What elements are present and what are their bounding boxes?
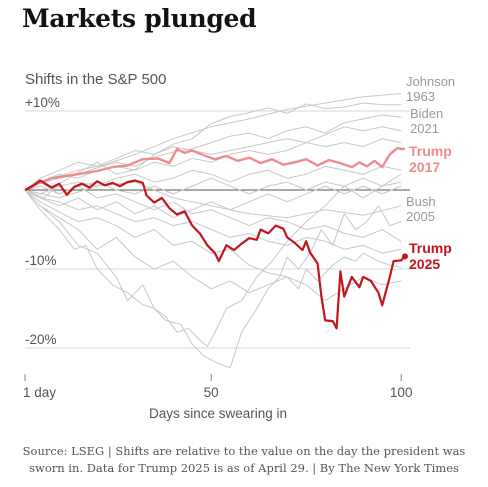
latest-point-marker — [402, 253, 408, 260]
background-series-line — [24, 177, 402, 195]
x-tick-label: 50 — [204, 385, 219, 400]
series-label-name: Biden — [410, 106, 443, 121]
series-label-name: Johnson — [406, 74, 455, 89]
highlight-label-name: Trump — [409, 143, 452, 159]
series-labels: Johnson1963Biden2021Bush2005Trump2017Tru… — [406, 74, 455, 272]
x-tick-label: 100 — [390, 385, 413, 400]
series-label-year: 2021 — [410, 121, 439, 136]
background-series-line — [24, 102, 402, 199]
highlight-label-year: 2017 — [409, 159, 440, 175]
background-series-lines — [24, 93, 402, 369]
source-note: Source: LSEG | Shifts are relative to th… — [22, 444, 466, 475]
background-series-line — [24, 185, 402, 219]
y-tick-label: -20% — [25, 332, 57, 347]
x-axis-title: Days since swearing in — [149, 406, 287, 421]
highlight-label-year: 2025 — [409, 256, 440, 272]
y-tick-label: +10% — [25, 95, 60, 110]
series-label-name: Bush — [406, 194, 436, 209]
highlight-series-line — [24, 179, 406, 330]
headline: Markets plunged — [22, 4, 257, 33]
highlight-series-line — [24, 146, 405, 192]
background-series-line — [24, 181, 402, 242]
gridlines — [25, 110, 410, 349]
chart-subtitle: Shifts in the S&P 500 — [25, 71, 166, 88]
series-label-year: 1963 — [406, 89, 435, 104]
highlight-label-name: Trump — [409, 240, 452, 256]
series-label-year: 2005 — [406, 209, 435, 224]
background-series-line — [24, 165, 402, 195]
background-series-line — [24, 126, 402, 191]
y-tick-label: -10% — [25, 253, 57, 268]
background-series-line — [24, 173, 402, 347]
background-series-line — [24, 138, 402, 191]
background-series-line — [24, 93, 402, 191]
axis-ticks: +10% -10% -20% 1 day 50 100 — [23, 95, 412, 400]
highlight-series-lines — [24, 146, 408, 330]
sp500-shift-chart: Shifts in the S&P 500 Johnson1963Biden20… — [23, 71, 455, 421]
background-series-line — [24, 189, 402, 290]
background-series-line — [24, 189, 402, 254]
background-series-line — [24, 189, 402, 302]
background-series-line — [24, 189, 402, 369]
x-tick-label: 1 day — [23, 385, 56, 400]
